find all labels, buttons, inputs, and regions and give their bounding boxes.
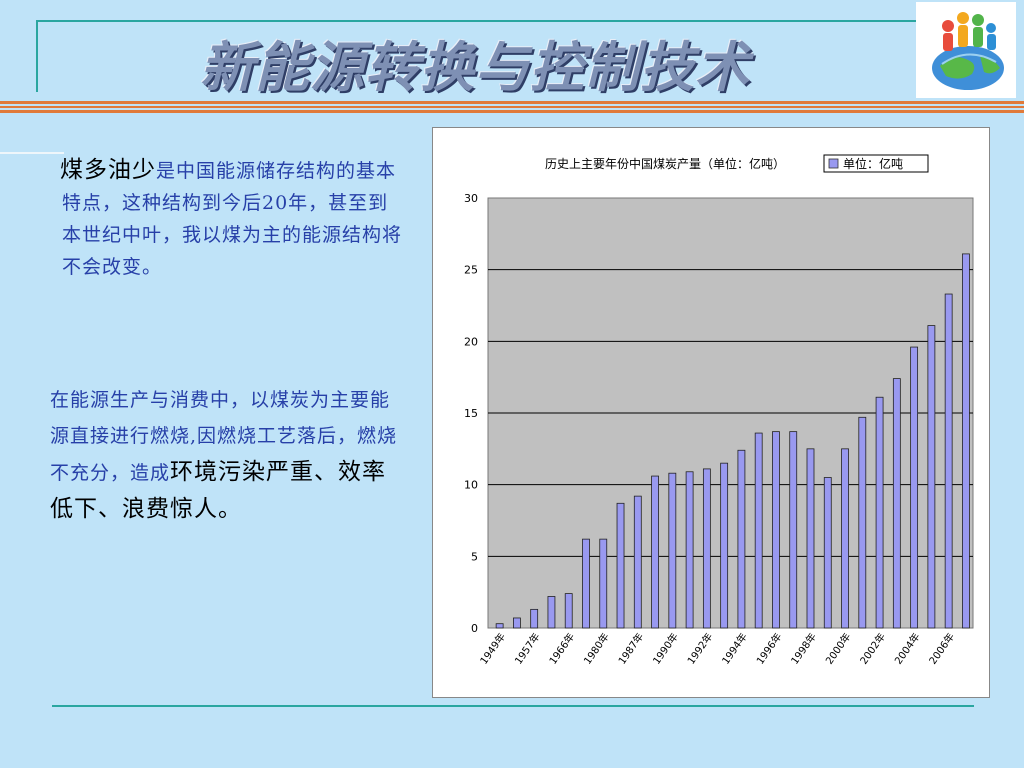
bar bbox=[754, 432, 763, 629]
bar bbox=[582, 538, 590, 629]
chart-title: 历史上主要年份中国煤炭产量（单位：亿吨） bbox=[545, 156, 785, 171]
bar bbox=[789, 431, 798, 629]
frame-line-top bbox=[36, 20, 916, 22]
x-tick-label: 2006年 bbox=[926, 630, 957, 666]
bar bbox=[875, 396, 884, 629]
bar bbox=[858, 416, 867, 629]
bar bbox=[772, 431, 780, 629]
y-tick-label: 10 bbox=[464, 479, 478, 492]
bar bbox=[910, 346, 919, 629]
bar bbox=[495, 623, 504, 629]
x-tick-label: 1957年 bbox=[512, 630, 543, 666]
bar bbox=[720, 462, 729, 629]
x-tick-label: 1998年 bbox=[788, 630, 819, 666]
bar bbox=[944, 293, 953, 629]
bar bbox=[927, 325, 936, 629]
bar bbox=[702, 468, 711, 629]
y-tick-label: 15 bbox=[464, 407, 478, 420]
bar bbox=[668, 472, 677, 629]
left-dash bbox=[0, 152, 64, 154]
bar bbox=[823, 477, 832, 629]
x-tick-label: 1992年 bbox=[684, 630, 715, 666]
header-stripe bbox=[0, 110, 1024, 113]
x-tick-label: 1996年 bbox=[753, 630, 784, 666]
bar bbox=[841, 448, 849, 629]
header-stripe bbox=[0, 101, 1024, 104]
x-tick-label: 1980年 bbox=[581, 630, 612, 666]
slide-title: 新能源转换与控制技术 bbox=[200, 36, 750, 99]
chart-legend bbox=[823, 154, 929, 173]
x-tick-label: 2004年 bbox=[892, 630, 923, 666]
bar bbox=[513, 617, 521, 629]
y-tick-label: 30 bbox=[464, 192, 478, 205]
y-tick-label: 0 bbox=[471, 622, 478, 635]
bar bbox=[547, 596, 556, 629]
bottom-rule bbox=[52, 705, 974, 707]
bar bbox=[806, 448, 815, 629]
header-stripe bbox=[0, 106, 1024, 108]
coal-production-chart: 0 5 10 15 20 25 30 1949年 1957年 1966年 1980年 1987年 19… bbox=[432, 127, 990, 698]
bar bbox=[633, 495, 642, 629]
y-tick-label: 25 bbox=[464, 264, 478, 277]
x-tick-label: 2002年 bbox=[857, 630, 888, 666]
bar bbox=[737, 449, 746, 629]
y-tick-label: 20 bbox=[464, 335, 478, 348]
x-tick-label: 1949年 bbox=[477, 630, 508, 666]
frame-line-left bbox=[36, 20, 38, 92]
bar bbox=[564, 593, 573, 629]
x-tick-label: 1966年 bbox=[546, 630, 577, 666]
intro-lead: 煤多油少 bbox=[60, 157, 156, 183]
bar bbox=[962, 253, 970, 629]
bar bbox=[530, 608, 539, 629]
legend-label: 单位：亿吨 bbox=[843, 156, 903, 171]
impact-paragraph: 在能源生产与消费中，以煤炭为主要能源直接进行燃烧,因燃烧工艺落后，燃烧不充分，造… bbox=[50, 382, 405, 528]
y-tick-label: 5 bbox=[471, 550, 478, 563]
x-tick-label: 1987年 bbox=[615, 630, 646, 666]
x-tick-label: 1990年 bbox=[650, 630, 681, 666]
intro-paragraph: 煤多油少是中国能源储存结构的基本特点，这种结构到今后20年，甚至到本世纪中叶，我… bbox=[60, 154, 403, 283]
bar bbox=[892, 378, 901, 629]
x-tick-label: 1994年 bbox=[719, 630, 750, 666]
impact-emphasis: 环境污染严重、效率低下、浪费惊人。 bbox=[50, 459, 387, 522]
bar bbox=[616, 502, 625, 629]
x-tick-label: 2000年 bbox=[823, 630, 854, 666]
globe-people-icon bbox=[916, 2, 1016, 98]
intro-text: 是中国能源储存结构的基本特点，这种结构到今后20年，甚至到本世纪中叶，我以煤为主… bbox=[62, 160, 403, 278]
impact-text: 在能源生产与消费中，以煤炭为主要能源直接进行燃烧,因燃烧工艺落后，燃烧不充分，造… bbox=[50, 389, 398, 484]
bar bbox=[651, 475, 659, 629]
legend-swatch bbox=[828, 158, 839, 169]
bar bbox=[599, 538, 608, 629]
bar bbox=[685, 471, 694, 629]
